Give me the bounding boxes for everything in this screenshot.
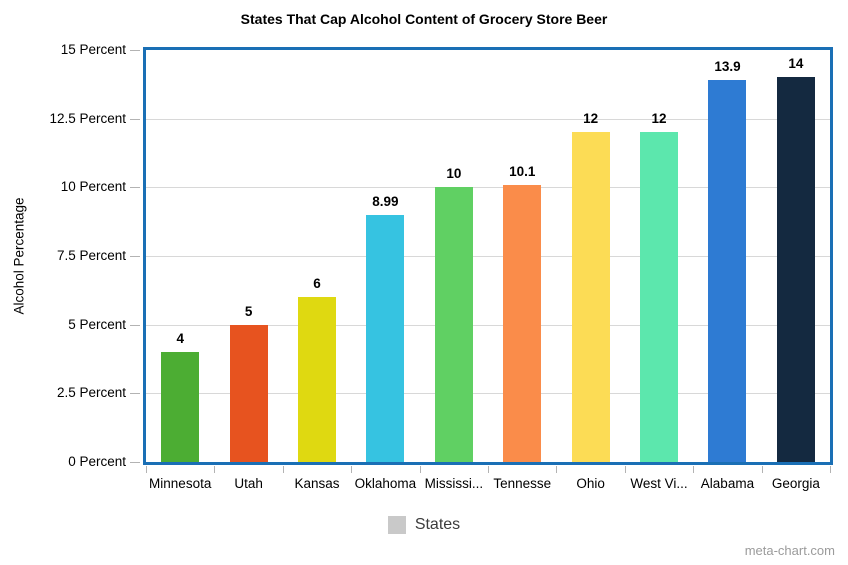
y-axis-tick — [130, 462, 140, 463]
bar-oklahoma — [366, 215, 405, 462]
y-axis-tick — [130, 393, 140, 395]
x-axis-tick — [488, 466, 489, 473]
x-axis-label: Utah — [234, 476, 263, 491]
bar-value-label: 10.1 — [509, 163, 536, 179]
y-axis-tick-label: 12.5 Percent — [49, 110, 126, 126]
bars-container: 4 5 6 8.99 10 10.1 12 12 13.9 14 — [146, 50, 830, 462]
gridlines — [146, 50, 830, 462]
x-axis-label: Minnesota — [149, 476, 212, 491]
bar-value-label: 8.99 — [372, 194, 399, 210]
bar-georgia — [776, 77, 815, 462]
bar-slot: 10 — [420, 50, 488, 462]
y-axis-ticks — [130, 50, 140, 463]
y-axis-tick-label: 15 Percent — [60, 42, 126, 57]
bar-slot: 12 — [625, 50, 693, 462]
gridline — [146, 324, 830, 326]
bar-slot: 13.9 — [693, 50, 761, 462]
x-axis-label: Mississi... — [424, 476, 484, 491]
chart-title: States That Cap Alcohol Content of Groce… — [240, 11, 608, 27]
x-axis-label: Tennesse — [493, 476, 552, 491]
y-axis-tick — [130, 256, 140, 257]
bar-value-label: 10 — [446, 166, 462, 182]
x-axis-label: Kansas — [294, 476, 340, 491]
bar-value-label: 4 — [176, 331, 184, 347]
bar-value-label: 14 — [788, 56, 804, 72]
y-axis-tick-label: 0 Percent — [68, 454, 126, 469]
watermark: meta-chart.com — [744, 543, 835, 558]
bar-minnesota — [161, 352, 200, 462]
bar-tennesse — [503, 184, 542, 462]
y-axis-tick — [130, 118, 140, 120]
gridline — [146, 256, 830, 257]
y-axis-labels: 0 Percent 2.5 Percent 5 Percent 7.5 Percent… — [0, 42, 126, 469]
legend: States — [0, 516, 848, 534]
y-axis-tick — [130, 187, 140, 189]
y-axis-tick-label: 2.5 Percent — [56, 385, 126, 401]
bar-value-label: 5 — [244, 303, 253, 319]
gridline — [146, 118, 830, 120]
x-axis-label: Oklahoma — [354, 476, 417, 491]
bar-slot: 8.99 — [351, 50, 419, 462]
bar-slot: 10.1 — [488, 50, 556, 462]
x-axis-labels: Minnesota Utah Kansas Oklahoma Mississi... Te… — [146, 476, 830, 491]
x-axis-tick — [556, 466, 558, 473]
x-axis-tick — [830, 466, 831, 473]
x-axis-tick — [419, 466, 421, 473]
x-axis-label: Ohio — [576, 476, 605, 491]
bar-slot: 14 — [762, 50, 830, 462]
x-axis-label: Georgia — [771, 476, 820, 491]
x-axis-tick — [624, 466, 626, 473]
x-axis-tick — [214, 466, 216, 473]
bar-ohio — [571, 132, 610, 462]
bar-west-vi — [640, 132, 679, 462]
y-axis-tick — [130, 324, 140, 326]
bar-value-label: 12 — [651, 111, 667, 127]
bar-mississi — [434, 187, 473, 462]
x-axis-tick — [693, 466, 695, 473]
legend-swatch — [387, 516, 406, 534]
y-axis-tick-label: 10 Percent — [60, 179, 126, 195]
bar-value-label: 12 — [583, 111, 599, 127]
bar-alabama — [708, 80, 747, 462]
bar-value-label: 6 — [313, 276, 321, 292]
x-axis-tick — [761, 466, 763, 473]
legend-label: States — [414, 516, 461, 533]
bar-slot: 6 — [283, 50, 351, 462]
gridline — [146, 393, 830, 395]
y-axis-tick-label: 7.5 Percent — [56, 248, 126, 263]
x-axis-ticks — [146, 466, 831, 473]
plot-area: 4 5 6 8.99 10 10.1 12 12 13.9 14 — [143, 47, 833, 465]
bar-value-label: 13.9 — [714, 59, 741, 75]
gridline — [146, 187, 830, 189]
bar-slot: 12 — [556, 50, 624, 462]
bar-utah — [229, 324, 268, 462]
y-axis-tick-label: 5 Percent — [68, 316, 126, 332]
x-axis-label: Alabama — [700, 476, 755, 491]
y-axis-tick — [130, 50, 140, 51]
bar-slot: 5 — [214, 50, 282, 462]
bar-kansas — [298, 297, 337, 462]
x-axis-tick — [351, 466, 353, 473]
x-axis-tick — [146, 466, 147, 473]
bar-slot: 4 — [146, 50, 214, 462]
x-axis-tick — [282, 466, 284, 473]
x-axis-label: West Vi... — [630, 476, 688, 491]
